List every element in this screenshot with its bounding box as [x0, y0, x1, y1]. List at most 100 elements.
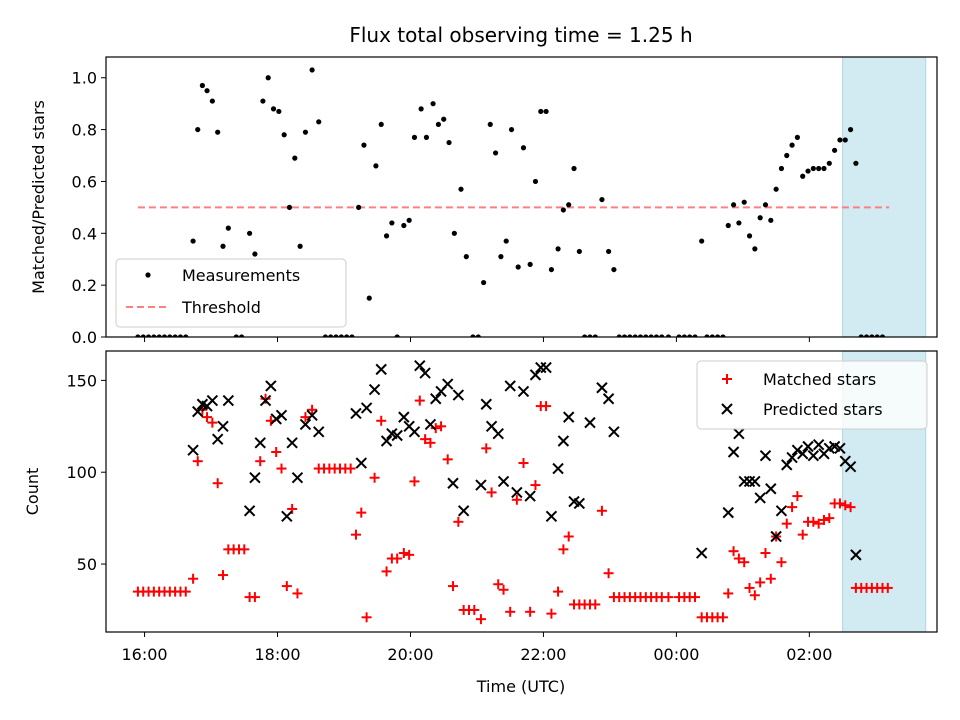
predicted-star-marker: [781, 459, 793, 471]
matched-star-marker: [541, 401, 552, 412]
predicted-star-marker: [306, 409, 318, 421]
predicted-star-marker: [608, 426, 620, 438]
measurement-point: [309, 67, 315, 73]
measurement-point: [681, 334, 687, 337]
measurement-point: [643, 334, 649, 337]
bottom-panel: 50 100 150 16:00 18:00 20:00 22:00 00:00 02:00 Co…: [23, 350, 938, 664]
predicted-marker-b: [259, 394, 272, 407]
matched-star-marker: [739, 557, 750, 568]
predicted-star-marker: [492, 427, 504, 440]
matched-star-marker: [255, 456, 266, 467]
predicted-star-marker: [355, 457, 367, 469]
predicted-marker-b: [504, 380, 516, 392]
predicted-star-marker: [812, 438, 825, 451]
matched-star-marker: [717, 612, 728, 623]
matched-star-marker: [356, 507, 367, 518]
matched-star-marker: [475, 614, 486, 625]
measurement-point: [527, 261, 533, 268]
measurement-point: [356, 204, 362, 210]
measurement-point: [430, 101, 436, 107]
predicted-marker-b: [765, 483, 777, 495]
predicted-marker-b: [695, 547, 708, 559]
predicted-marker-b: [254, 437, 266, 449]
measurement-point: [498, 254, 504, 260]
legend-predicted-marker: [721, 403, 733, 415]
measurement-point: [548, 266, 555, 273]
measurement-point: [458, 186, 464, 192]
legend-label-predicted: Predicted stars: [763, 400, 883, 419]
predicted-star-marker: [695, 547, 708, 559]
predicted-marker-b: [540, 361, 552, 374]
measurement-point: [435, 121, 441, 128]
predicted-marker-b: [398, 411, 410, 423]
legend-label-measurements: Measurements: [182, 266, 300, 285]
predicted-marker-b: [419, 367, 431, 379]
measurement-point: [411, 134, 418, 140]
predicted-star-marker: [602, 393, 615, 405]
measurement-point: [784, 152, 790, 159]
predicted-star-marker: [457, 505, 470, 517]
measurement-point: [145, 334, 152, 337]
measurement-point: [190, 238, 196, 244]
predicted-marker-b: [562, 411, 575, 423]
predicted-marker-b: [408, 426, 421, 438]
measurement-point: [373, 163, 379, 169]
measurement-point: [805, 168, 811, 174]
predicted-marker-b: [281, 510, 293, 523]
predicted-marker-b: [275, 409, 288, 421]
predicted-star-marker: [206, 394, 219, 407]
measurement-point: [451, 230, 457, 236]
predicted-star-marker: [254, 437, 266, 449]
y-axis-label: Matched/Predicted stars: [29, 100, 48, 294]
measurement-point: [322, 334, 328, 337]
predicted-star-marker: [313, 426, 325, 438]
matched-star-marker: [271, 447, 282, 458]
matched-star-marker: [563, 531, 574, 542]
matched-star-marker: [792, 491, 803, 502]
chart-title: Flux total observing time = 1.25 h: [349, 23, 692, 47]
predicted-marker-b: [355, 457, 367, 469]
measurement-point: [338, 334, 344, 337]
measurement-point: [503, 238, 509, 244]
measurement-point: [470, 334, 476, 337]
predicted-marker-b: [380, 435, 393, 447]
matched-star-marker: [553, 586, 564, 597]
predicted-marker-b: [608, 426, 620, 438]
measurement-point: [560, 207, 566, 213]
matched-star-marker: [448, 581, 459, 592]
measurement-point: [566, 202, 572, 208]
predicted-star-marker: [775, 505, 788, 517]
predicted-marker-b: [812, 438, 825, 451]
measurement-point: [773, 186, 779, 192]
measurement-point: [401, 222, 407, 229]
matched-star-marker: [882, 582, 893, 593]
measurement-point: [418, 106, 424, 112]
matched-star-marker: [776, 557, 787, 568]
y-tick-label: 0.2: [72, 276, 97, 295]
predicted-marker-b: [602, 393, 615, 405]
matched-star-marker: [525, 606, 536, 617]
predicted-marker-b: [517, 385, 530, 398]
matched-star-marker: [453, 516, 464, 527]
predicted-marker-b: [797, 448, 809, 460]
matched-star-marker: [409, 476, 420, 487]
measurement-point: [394, 334, 400, 337]
legend-label-matched: Matched stars: [763, 370, 876, 389]
predicted-star-marker: [286, 437, 298, 449]
measurement-point: [161, 334, 168, 337]
predicted-marker-b: [206, 394, 219, 407]
measurement-point: [225, 225, 231, 231]
predicted-marker-b: [270, 413, 282, 425]
measurement-point: [853, 160, 859, 166]
predicted-star-marker: [524, 490, 536, 502]
predicted-marker-b: [414, 359, 426, 372]
y-axis-label: Count: [23, 468, 42, 516]
matched-star-marker: [436, 421, 447, 432]
measurement-point: [715, 334, 721, 337]
measurement-point: [752, 246, 758, 252]
measurement-point: [508, 126, 515, 133]
legend-box: [115, 258, 347, 328]
predicted-star-marker: [430, 393, 442, 405]
matched-star-marker: [505, 606, 516, 617]
matched-star-marker: [345, 463, 356, 474]
